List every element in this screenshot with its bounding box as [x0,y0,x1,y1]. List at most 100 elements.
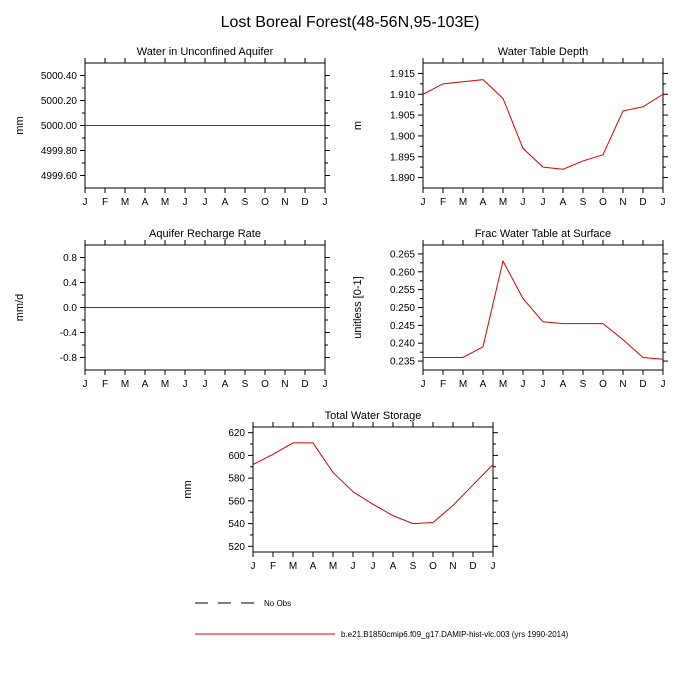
x-tick-label: F [440,379,446,390]
x-tick-label: J [251,561,256,572]
legend: No Obs b.e21.B1850cmip6.f09_g17.DAMIP-hi… [195,599,569,639]
x-tick-label: M [459,379,467,390]
chart-title: Water Table Depth [498,46,589,58]
y-tick-label: 1.910 [390,90,415,101]
x-tick-label: M [161,197,169,208]
x-tick-label: O [429,561,437,572]
chart-title: Frac Water Table at Surface [475,228,611,240]
x-tick-label: A [142,197,149,208]
chart-title: Total Water Storage [325,410,422,422]
y-tick-label: -0.4 [60,328,78,339]
chart-water-in-unconfined-aquifer: Water in Unconfined Aquifer J F M A M J J A S O N D J… [10,38,340,223]
chart-canvas: Water in Unconfined Aquifer J F M A M J J A S O N D J… [14,46,330,208]
x-tick-label: M [121,379,129,390]
legend-label-model-run: b.e21.B1850cmip6.f09_g17.DAMIP-hist-vlc.… [341,630,569,639]
y-tick-label: 1.900 [390,131,415,142]
y-tick-label: 580 [228,474,245,485]
y-tick-label: -0.8 [60,353,78,364]
x-tick-label: S [580,197,587,208]
page-title: Lost Boreal Forest(48-56N,95-103E) [220,14,480,31]
chart-water-table-depth: Water Table Depth J F M A M J J A S O N D J 1.890 1.895… [348,38,678,223]
y-tick-label: 0.240 [390,339,415,350]
chart-aquifer-recharge-rate: Aquifer Recharge Rate J F M A M J J A S O N D J -0.8 -0… [10,220,340,405]
chart-canvas: Total Water Storage J F M A M J J A S O N D J 520 540 56… [182,410,498,572]
x-tick-label: M [121,197,129,208]
y-tick-label: 0.255 [390,285,415,296]
x-tick-label: J [83,197,88,208]
x-tick-label: J [203,379,208,390]
x-tick-label: J [661,197,666,208]
x-tick-label: M [499,379,507,390]
y-tick-label: 5000.00 [41,121,78,132]
x-tick-label: D [639,197,646,208]
y-tick-label: 0.235 [390,357,415,368]
legend-label-no-obs: No Obs [264,599,291,608]
x-tick-label: S [242,197,249,208]
y-axis-title: mm/d [14,294,26,322]
y-tick-label: 1.905 [390,111,415,122]
y-tick-label: 600 [228,451,245,462]
plot-border [422,244,664,371]
y-tick-label: 1.915 [390,69,415,80]
y-axis-title: mm [182,480,194,498]
y-tick-label: 4999.80 [41,146,78,157]
y-tick-label: 0.245 [390,321,415,332]
x-tick-label: A [480,379,487,390]
x-tick-label: J [323,197,328,208]
x-tick-label: N [449,561,456,572]
x-tick-label: A [222,379,229,390]
x-tick-label: F [440,197,446,208]
x-tick-label: M [459,197,467,208]
x-tick-label: J [203,197,208,208]
y-tick-label: 0.265 [390,249,415,260]
chart-frac-water-table-at-surface: Frac Water Table at Surface J F M A M J J A S O N D J… [348,220,678,405]
x-tick-label: O [599,379,607,390]
y-tick-label: 0.4 [63,278,77,289]
chart-title: Aquifer Recharge Rate [149,228,261,240]
x-tick-label: A [142,379,149,390]
x-tick-label: M [289,561,297,572]
x-tick-label: A [310,561,317,572]
y-tick-label: 0.250 [390,303,415,314]
x-tick-label: A [390,561,397,572]
chart-title: Water in Unconfined Aquifer [137,46,274,58]
x-tick-label: M [161,379,169,390]
chart-canvas: Aquifer Recharge Rate J F M A M J J A S O N D J -0.8 -0… [14,228,330,390]
x-tick-label: A [480,197,487,208]
x-tick-label: S [242,379,249,390]
x-tick-label: J [421,197,426,208]
x-tick-label: O [261,197,269,208]
x-tick-label: J [351,561,356,572]
y-tick-label: 1.890 [390,173,415,184]
y-axis-title: m [352,121,364,130]
x-tick-label: J [521,197,526,208]
x-tick-label: F [102,197,108,208]
y-tick-label: 0.8 [63,253,77,264]
x-tick-label: D [301,379,308,390]
y-tick-label: 540 [228,519,245,530]
x-tick-label: J [421,379,426,390]
x-tick-label: J [541,379,546,390]
x-tick-label: D [469,561,476,572]
x-tick-label: J [521,379,526,390]
x-tick-label: A [222,197,229,208]
data-line [423,259,664,360]
x-tick-label: J [183,379,188,390]
x-tick-label: N [281,197,288,208]
x-tick-label: O [599,197,607,208]
x-tick-label: J [323,379,328,390]
y-tick-label: 5000.40 [41,71,78,82]
x-tick-label: S [410,561,417,572]
chart-canvas: Water Table Depth J F M A M J J A S O N D J 1.890 1.895… [352,46,668,208]
x-tick-label: J [371,561,376,572]
x-tick-label: N [619,379,626,390]
data-line [252,442,494,525]
x-tick-label: J [83,379,88,390]
x-tick-label: J [541,197,546,208]
y-tick-label: 560 [228,496,245,507]
y-tick-label: 4999.60 [41,171,78,182]
x-tick-label: J [661,379,666,390]
x-tick-label: F [102,379,108,390]
y-tick-label: 0.260 [390,267,415,278]
